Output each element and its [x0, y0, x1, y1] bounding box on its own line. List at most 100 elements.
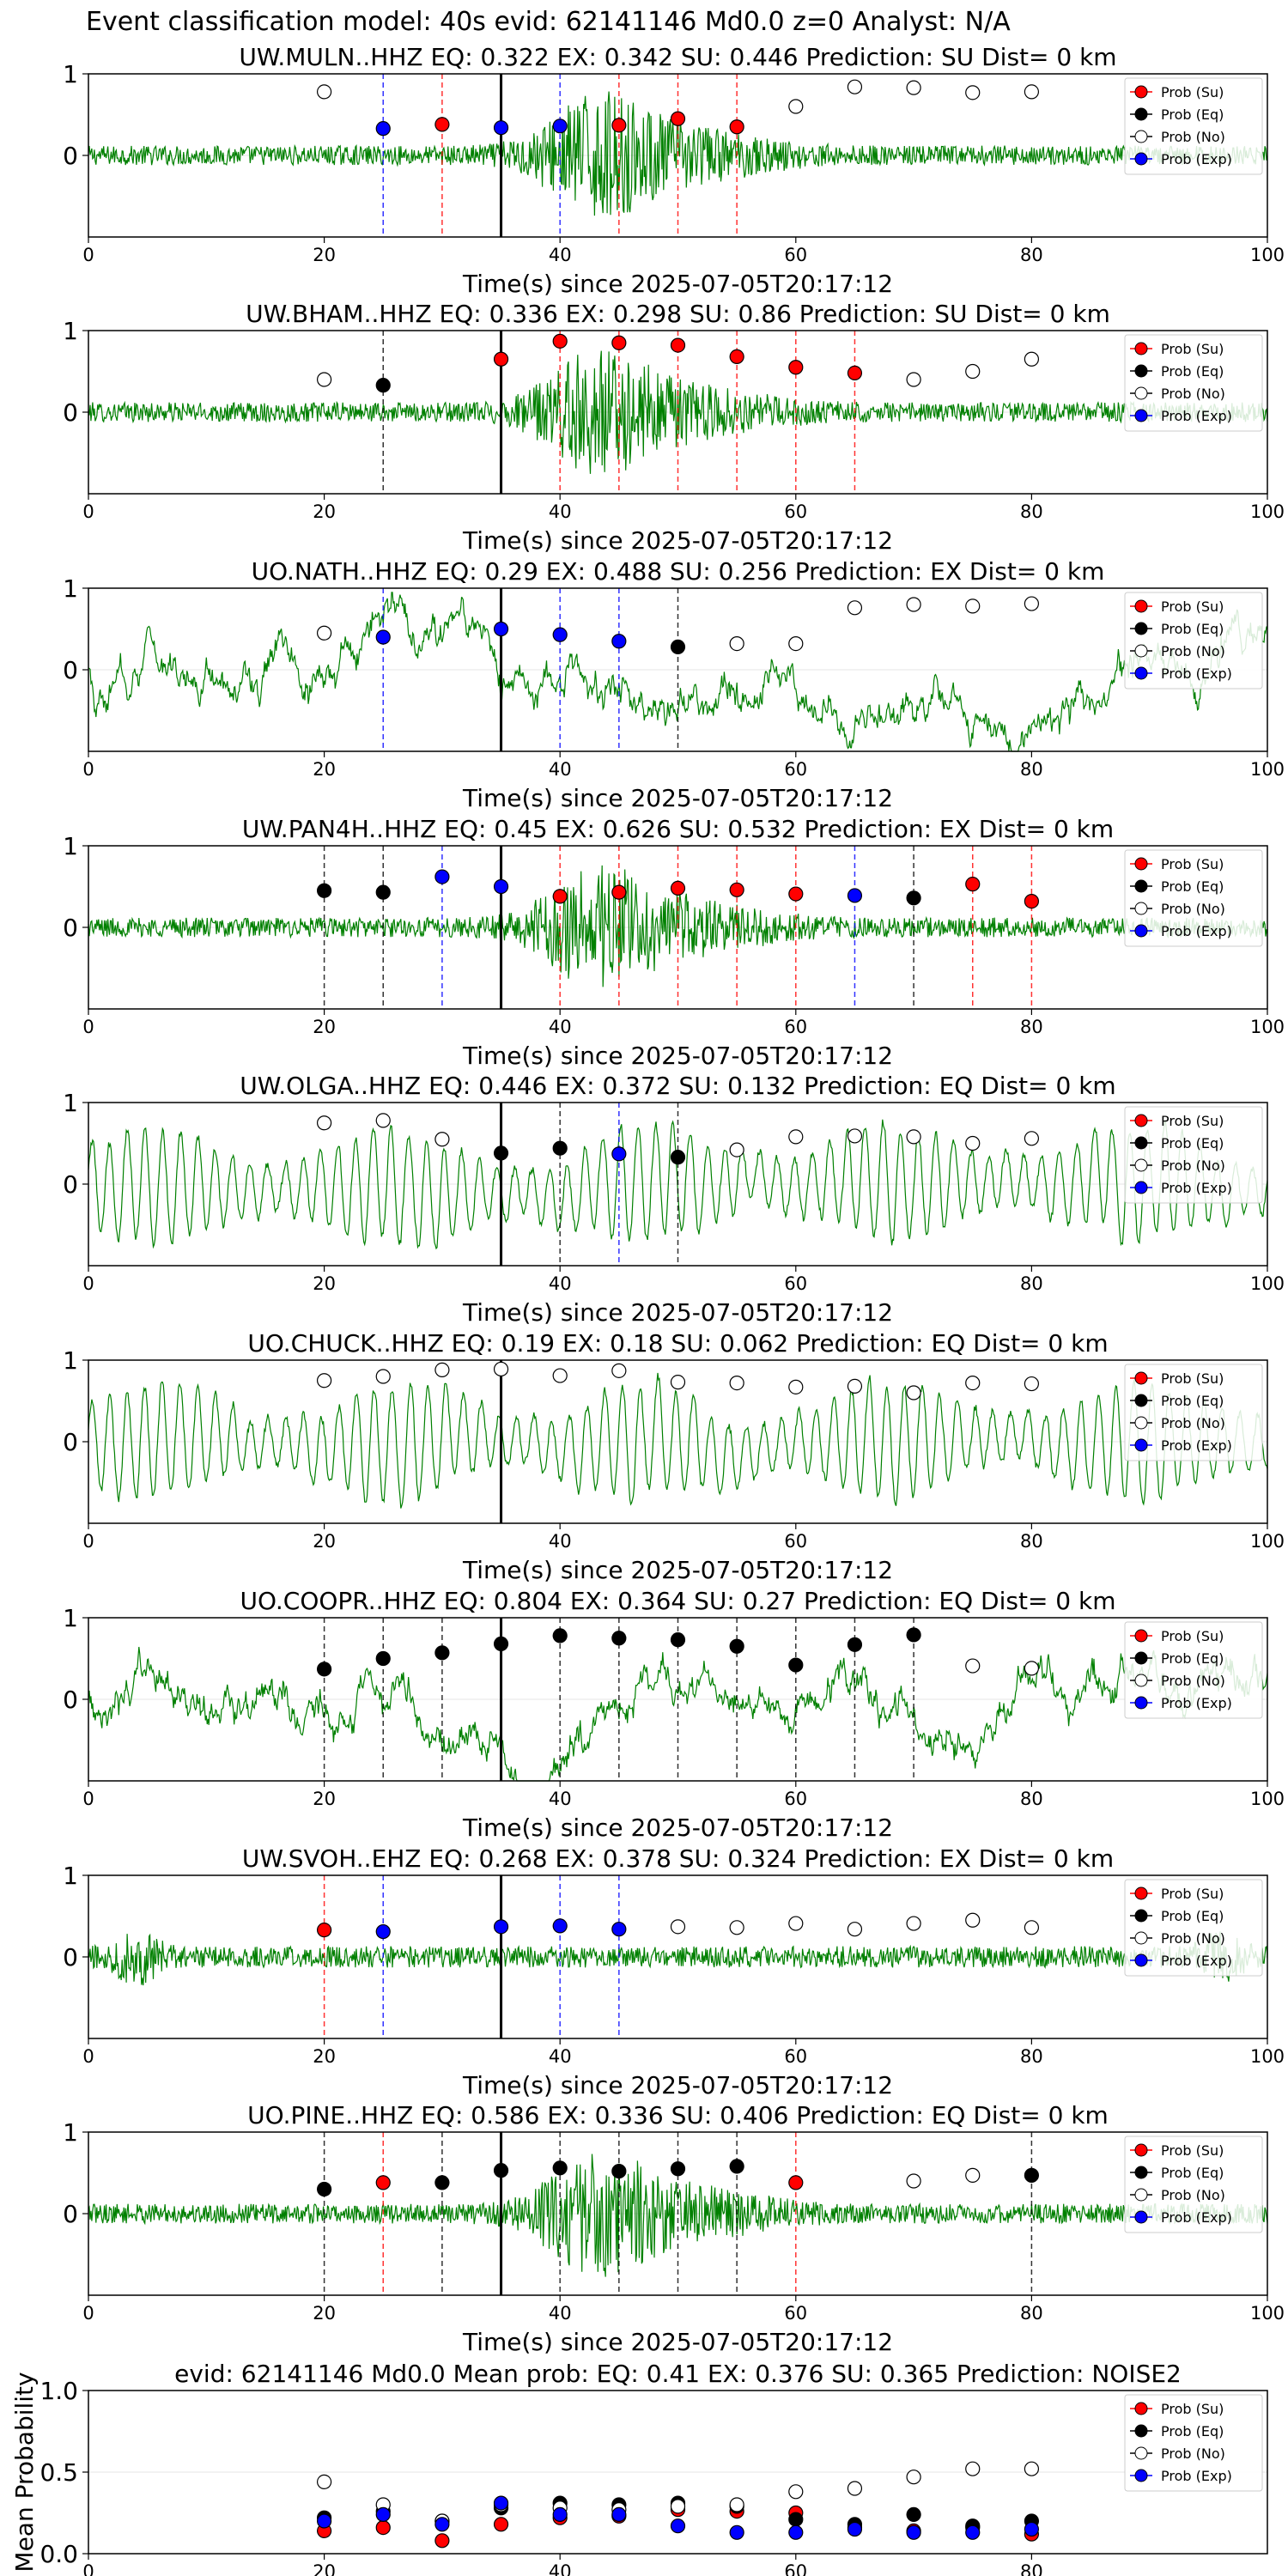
prob-point-eq — [552, 1628, 568, 1643]
y-tick-label: 0 — [63, 1428, 78, 1456]
mean-point-no — [317, 2474, 332, 2489]
prob-point-no — [729, 1142, 744, 1157]
mean-probability-panel: evid: 62141146 Md0.0 Mean prob: EQ: 0.41… — [10, 2360, 1268, 2576]
x-tick-label: 60 — [784, 2046, 807, 2067]
x-tick-label: 80 — [1020, 501, 1043, 522]
prob-point-no — [670, 1919, 686, 1935]
prob-point-eq — [670, 1632, 686, 1648]
prob-point-su — [552, 333, 568, 349]
mean-point-exp — [611, 2506, 627, 2522]
prob-point-su — [493, 351, 509, 367]
y-tick-label: 1 — [63, 2118, 78, 2147]
x-tick-label: 40 — [549, 1017, 572, 1037]
prob-point-eq — [493, 1145, 509, 1161]
legend-label-prob-eq: Prob (Eq) — [1161, 1135, 1224, 1151]
mean-point-su — [375, 2520, 391, 2536]
prob-point-no — [317, 1115, 332, 1131]
legend-label-prob-exp: Prob (Exp) — [1161, 923, 1232, 939]
panel-title: UO.NATH..HHZ EQ: 0.29 EX: 0.488 SU: 0.25… — [252, 557, 1105, 586]
prob-point-no — [729, 1375, 744, 1391]
legend-frame — [1124, 592, 1263, 690]
legend-label-prob-no: Prob (No) — [1161, 2445, 1225, 2462]
x-tick-label: 40 — [549, 2561, 572, 2576]
x-tick-label: 80 — [1020, 2303, 1043, 2324]
x-axis-label: Time(s) since 2025-07-05T20:17:12 — [462, 1042, 893, 1070]
legend-marker-prob-exp — [1134, 666, 1148, 680]
legend-label-prob-su: Prob (Su) — [1161, 1113, 1224, 1129]
panel-title: UO.COOPR..HHZ EQ: 0.804 EX: 0.364 SU: 0.… — [240, 1587, 1115, 1615]
x-tick-label: 0 — [82, 2046, 94, 2067]
waveform-trace — [88, 1119, 1268, 1250]
station-panel-8: UW.SVOH..EHZ EQ: 0.268 EX: 0.378 SU: 0.3… — [63, 1844, 1285, 2099]
prob-point-eq — [670, 639, 686, 655]
prob-point-exp — [493, 878, 509, 895]
mean-point-no — [729, 2497, 744, 2512]
mean-point-exp — [729, 2524, 744, 2540]
legend-label-prob-eq: Prob (Eq) — [1161, 2165, 1224, 2181]
legend-marker-prob-su — [1134, 599, 1148, 613]
legend-label-prob-no: Prob (No) — [1161, 386, 1225, 402]
legend: Prob (Su) Prob (Eq) Prob (No) Prob (Exp) — [1124, 1621, 1263, 1719]
legend-marker-prob-no — [1134, 2446, 1148, 2460]
x-tick-label: 60 — [784, 501, 807, 522]
mean-point-eq — [788, 2512, 804, 2527]
y-tick-label: 0.0 — [39, 2540, 78, 2568]
prob-point-su — [965, 877, 981, 892]
legend-frame — [1124, 1879, 1263, 1977]
prob-point-no — [1024, 84, 1040, 100]
waveform-trace — [88, 350, 1268, 474]
x-axis-label: Time(s) since 2025-07-05T20:17:12 — [462, 784, 893, 812]
panel-title: evid: 62141146 Md0.0 Mean prob: EQ: 0.41… — [174, 2360, 1182, 2388]
legend-marker-prob-no — [1134, 130, 1148, 143]
legend-marker-prob-su — [1134, 342, 1148, 355]
x-tick-label: 20 — [313, 1273, 336, 1294]
legend: Prob (Su) Prob (Eq) Prob (No) Prob (Exp) — [1124, 1106, 1263, 1204]
legend-frame — [1124, 1364, 1263, 1461]
legend-label-prob-su: Prob (Su) — [1161, 84, 1224, 100]
legend-frame — [1124, 77, 1263, 175]
legend: Prob (Su) Prob (Eq) Prob (No) Prob (Exp) — [1124, 849, 1263, 947]
x-tick-label: 0 — [82, 1017, 94, 1037]
mean-point-no — [1024, 2461, 1040, 2476]
legend-marker-prob-no — [1134, 1158, 1148, 1172]
y-tick-label: 0 — [63, 142, 78, 170]
prob-point-no — [847, 1922, 863, 1937]
prob-point-no — [375, 1369, 391, 1384]
waveform-trace — [88, 1372, 1268, 1509]
prob-point-eq — [552, 2160, 568, 2176]
legend-label-prob-exp: Prob (Exp) — [1161, 1180, 1232, 1196]
x-tick-label: 20 — [313, 1531, 336, 1552]
x-tick-label: 100 — [1250, 1531, 1285, 1552]
y-tick-label: 1 — [63, 832, 78, 860]
x-tick-label: 100 — [1250, 1789, 1285, 1809]
prob-point-no — [965, 1658, 981, 1674]
legend: Prob (Su) Prob (Eq) Prob (No) Prob (Exp) — [1124, 592, 1263, 690]
prob-point-eq — [906, 890, 921, 906]
legend-label-prob-su: Prob (Su) — [1161, 856, 1224, 872]
prob-point-su — [729, 119, 744, 135]
legend-label-prob-no: Prob (No) — [1161, 2187, 1225, 2203]
panel-title: UO.CHUCK..HHZ EQ: 0.19 EX: 0.18 SU: 0.06… — [247, 1329, 1108, 1358]
y-tick-label: 0 — [63, 914, 78, 942]
prob-point-su — [1024, 893, 1040, 909]
legend-frame — [1124, 1621, 1263, 1719]
prob-point-exp — [611, 1146, 627, 1162]
station-panel-1: UW.MULN..HHZ EQ: 0.322 EX: 0.342 SU: 0.4… — [63, 43, 1285, 298]
x-axis-label: Time(s) since 2025-07-05T20:17:12 — [462, 1814, 893, 1842]
prob-point-eq — [611, 1631, 627, 1646]
x-tick-label: 100 — [1250, 245, 1285, 265]
prob-point-eq — [670, 1150, 686, 1165]
x-tick-label: 100 — [1250, 2046, 1285, 2067]
waveform-trace — [88, 2154, 1268, 2277]
x-tick-label: 60 — [784, 2303, 807, 2324]
mean-point-no — [670, 2499, 686, 2514]
legend-label-prob-su: Prob (Su) — [1161, 1628, 1224, 1644]
legend-marker-prob-eq — [1134, 879, 1148, 893]
panel-title: UW.SVOH..EHZ EQ: 0.268 EX: 0.378 SU: 0.3… — [242, 1844, 1114, 1873]
legend-frame — [1124, 1106, 1263, 1204]
prob-point-eq — [375, 884, 391, 900]
prob-point-no — [1024, 1376, 1040, 1392]
legend-marker-prob-exp — [1134, 1953, 1148, 1967]
prob-point-no — [1024, 596, 1040, 611]
prob-point-no — [965, 1912, 981, 1928]
